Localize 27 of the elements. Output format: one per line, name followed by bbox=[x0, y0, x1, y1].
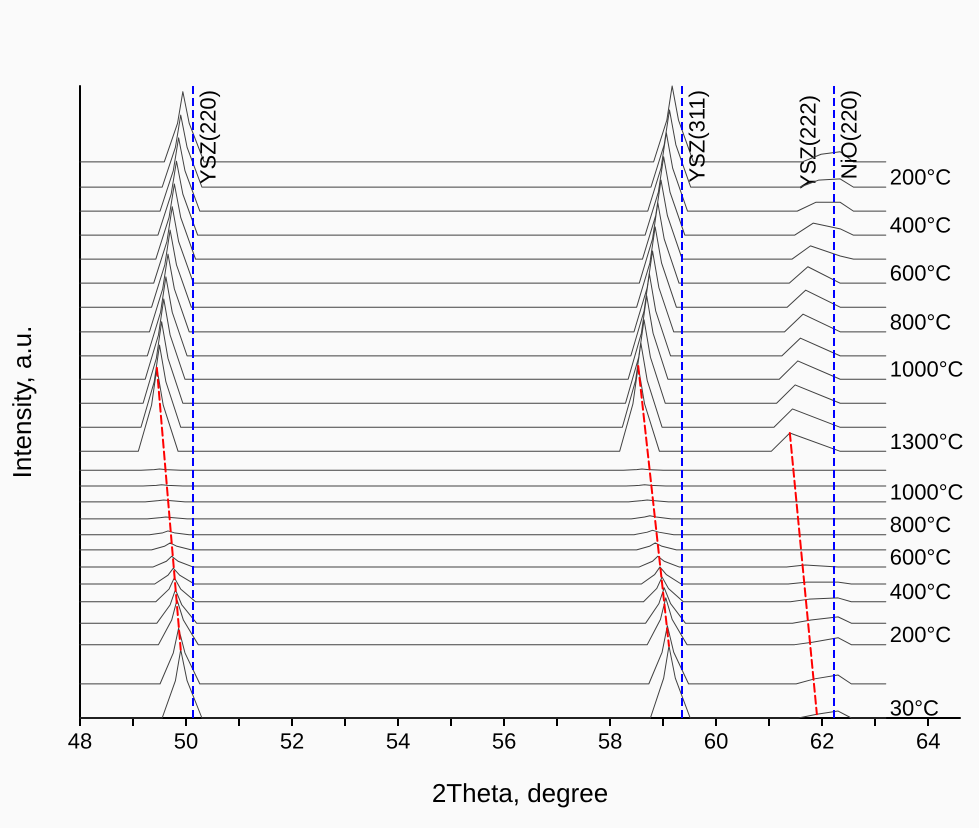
x-tick-label: 56 bbox=[492, 728, 516, 754]
series-label: 30°C bbox=[890, 696, 940, 720]
series-label: 800°C bbox=[890, 309, 952, 334]
x-tick-label: 60 bbox=[704, 728, 728, 754]
x-tick-label: 48 bbox=[68, 728, 92, 754]
x-tick-label: 54 bbox=[386, 728, 410, 754]
series-label: 200°C bbox=[890, 164, 952, 190]
x-tick-label: 64 bbox=[916, 728, 940, 754]
ref-line-label: NiO(220) bbox=[836, 90, 862, 180]
x-tick-label: 58 bbox=[598, 728, 622, 754]
series-label: 1300°C bbox=[890, 428, 964, 454]
series-label: 600°C bbox=[890, 544, 952, 570]
y-axis-title: Intensity, a.u. bbox=[7, 326, 37, 478]
annotation: YSZ(222) bbox=[796, 95, 820, 190]
series-label: 1000°C bbox=[890, 356, 964, 382]
series-label: 400°C bbox=[890, 212, 952, 238]
series-label: 800°C bbox=[890, 512, 952, 538]
series-label: 400°C bbox=[890, 579, 952, 604]
x-tick-label: 52 bbox=[280, 728, 304, 754]
x-tick-label: 62 bbox=[810, 728, 834, 754]
series-label: 200°C bbox=[890, 622, 952, 648]
series-label: 1000°C bbox=[890, 479, 964, 504]
x-tick-label: 50 bbox=[174, 728, 198, 754]
series-label: 600°C bbox=[890, 260, 952, 286]
ref-line-label: YSZ(220) bbox=[195, 90, 220, 184]
ref-line-label: YSZ(311) bbox=[684, 90, 710, 183]
x-axis-title: 2Theta, degree bbox=[432, 778, 608, 808]
